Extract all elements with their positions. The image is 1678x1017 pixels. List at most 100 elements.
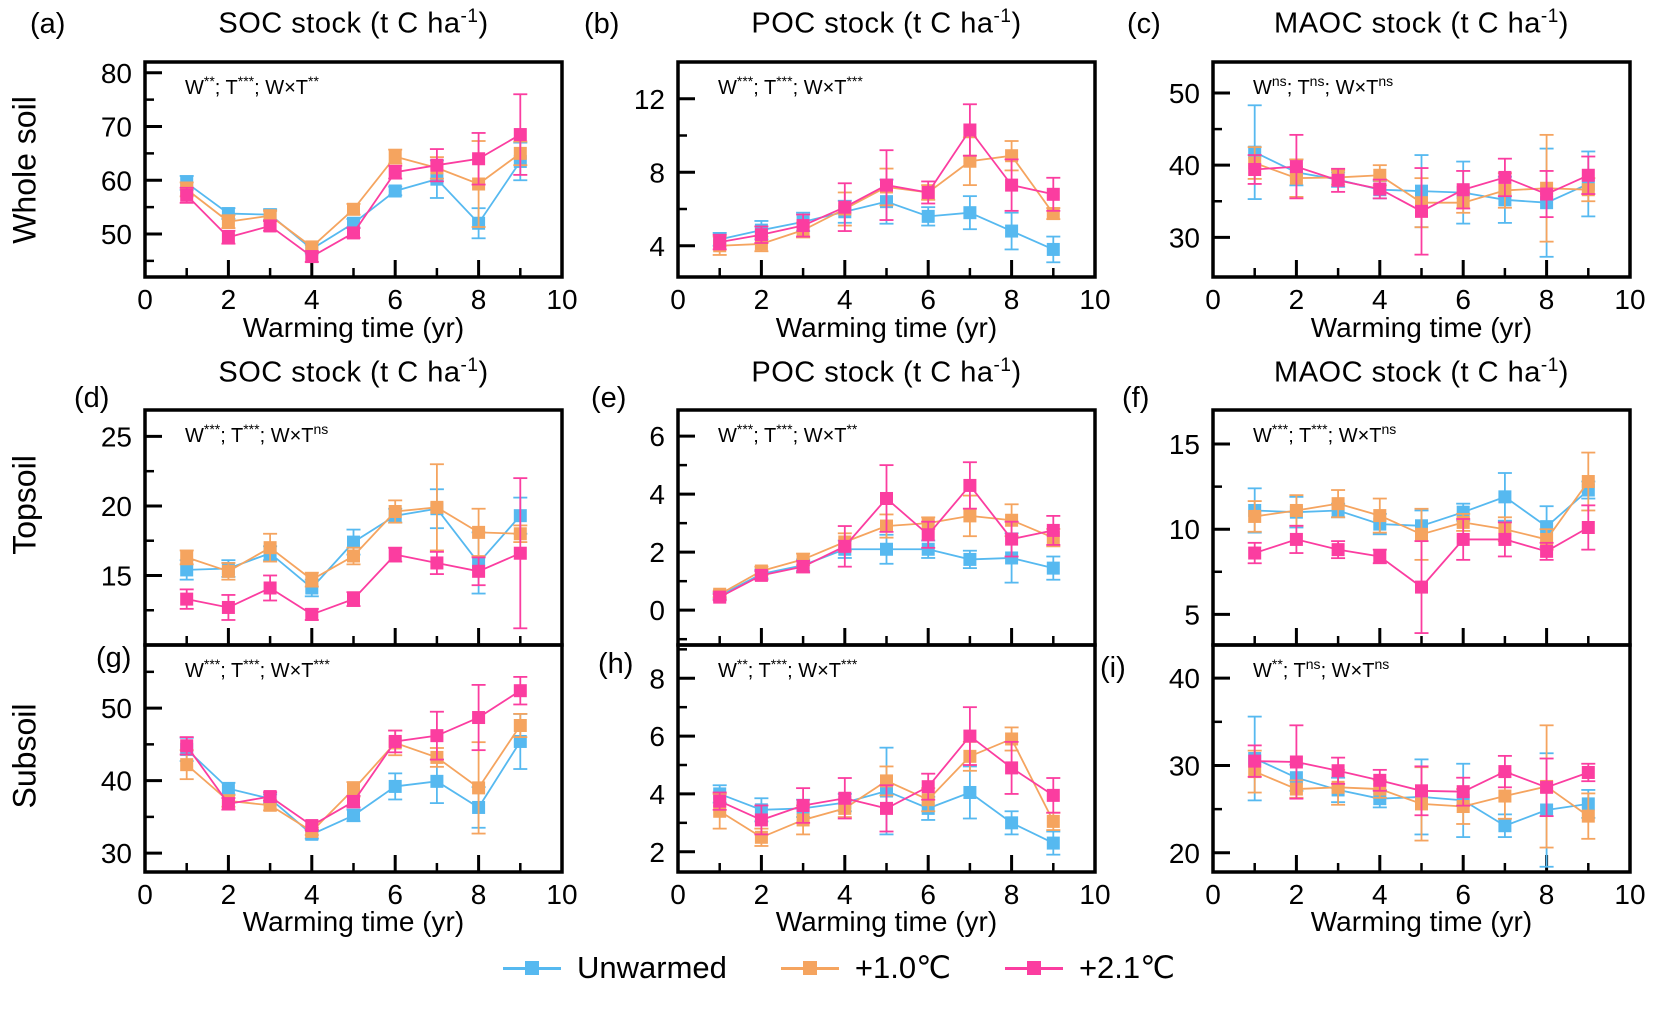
series--2-1-	[712, 103, 1061, 251]
svg-text:4: 4	[837, 284, 853, 315]
svg-text:40: 40	[1169, 150, 1200, 181]
svg-text:2: 2	[1289, 284, 1305, 315]
panel-letter-a: (a)	[30, 8, 66, 40]
svg-text:30: 30	[1169, 222, 1200, 253]
x-axis-label-a: Warming time (yr)	[242, 312, 465, 343]
x-axis-label-i: Warming time (yr)	[1310, 906, 1533, 937]
svg-text:30: 30	[1169, 750, 1200, 781]
title-superscript: -1	[1540, 355, 1559, 376]
svg-text:6: 6	[1455, 879, 1471, 910]
title-superscript: -1	[1540, 6, 1559, 27]
legend-label-plus-2-1: +2.1℃	[1078, 950, 1175, 985]
svg-text:20: 20	[1169, 838, 1200, 869]
title-text-end: )	[1011, 7, 1022, 40]
title-text: POC stock (t C ha	[751, 7, 994, 40]
significance-annotation-i: W**​; Tns​; W×Tns​	[1253, 656, 1389, 682]
panel-letter-i: (i)	[1100, 652, 1126, 684]
series--1-0-	[179, 463, 528, 588]
title-superscript: -1	[460, 355, 479, 376]
svg-text:10: 10	[1079, 879, 1110, 910]
significance-annotation-a: W**​; T***​; W×T**​	[185, 73, 319, 99]
column-title-poc-top: POC stock (t C ha-1)	[678, 6, 1095, 41]
significance-annotation-e: W***​; T***​; W×T**​	[718, 421, 858, 447]
svg-text:20: 20	[101, 491, 132, 522]
square-marker-icon	[802, 961, 817, 975]
svg-text:2: 2	[221, 284, 237, 315]
panel-f-chart: 5 10 15 W***​; T***​; W×Tns​	[1169, 408, 1632, 647]
x-axis-label-b: Warming time (yr)	[775, 312, 998, 343]
panel-letter-d: (d)	[74, 382, 110, 414]
svg-text:0: 0	[649, 595, 665, 626]
svg-text:2: 2	[649, 537, 665, 568]
svg-text:4: 4	[649, 231, 665, 262]
svg-text:60: 60	[101, 165, 132, 196]
svg-text:4: 4	[304, 284, 320, 315]
svg-text:80: 80	[101, 58, 132, 89]
svg-text:8: 8	[1004, 284, 1020, 315]
panel-letter-b: (b)	[584, 8, 620, 40]
x-axis-label-h: Warming time (yr)	[775, 906, 998, 937]
legend-line-marker-plus-2-1	[1004, 961, 1063, 975]
svg-text:6: 6	[387, 879, 403, 910]
series--2-1-	[1247, 133, 1596, 256]
svg-text:8: 8	[1539, 879, 1555, 910]
svg-text:50: 50	[1169, 78, 1200, 109]
title-superscript: -1	[460, 6, 479, 27]
svg-text:8: 8	[471, 284, 487, 315]
title-superscript: -1	[993, 6, 1012, 27]
panel-b-chart: 0 2 4 6 8 10 4 8 12 W***​; T***​; W×T***​	[634, 60, 1111, 315]
svg-text:8: 8	[471, 879, 487, 910]
svg-text:4: 4	[304, 879, 320, 910]
panel-i-chart: 0 2 4 6 8 10 20 30 40 W**​; Tns​; W×Tns​	[1169, 643, 1646, 910]
significance-annotation-d: W***​; T***​; W×Tns​	[185, 421, 328, 447]
series--2-1-	[1247, 504, 1596, 634]
column-title-poc-mid: POC stock (t C ha-1)	[678, 355, 1095, 390]
svg-text:4: 4	[837, 879, 853, 910]
svg-text:12: 12	[634, 84, 665, 115]
panel-g-chart: 0 2 4 6 8 10 30 40 50 W***​; T***​; W×T***​	[101, 643, 578, 910]
svg-text:40: 40	[101, 766, 132, 797]
legend-item-plus-1-0: +1.0℃	[780, 950, 951, 986]
legend-line-marker-unwarmed	[503, 961, 562, 975]
column-title-soc-mid: SOC stock (t C ha-1)	[145, 355, 562, 390]
significance-annotation-b: W***​; T***​; W×T***​	[718, 73, 863, 99]
series--2-1-	[179, 676, 528, 833]
x-axis-label-g: Warming time (yr)	[242, 906, 465, 937]
svg-text:6: 6	[920, 284, 936, 315]
svg-text:8: 8	[649, 663, 665, 694]
panel-c-chart: 0 2 4 6 8 10 30 40 50 Wns​; Tns​; W×Tns​	[1169, 60, 1646, 315]
title-text-end: )	[1558, 7, 1569, 40]
row-label-subsoil: Subsoil	[6, 703, 43, 809]
svg-text:10: 10	[1614, 879, 1645, 910]
title-text: POC stock (t C ha	[751, 356, 994, 389]
svg-text:5: 5	[1184, 599, 1200, 630]
svg-text:2: 2	[754, 284, 770, 315]
series--2-1-	[712, 706, 1061, 836]
svg-text:4: 4	[649, 479, 665, 510]
significance-annotation-h: W**​; T***​; W×T***​	[718, 656, 858, 682]
title-text: SOC stock (t C ha	[218, 7, 461, 40]
svg-text:10: 10	[546, 284, 577, 315]
legend: Unwarmed +1.0℃ +2.1℃	[0, 950, 1678, 986]
series--2-1-	[712, 461, 1061, 604]
panel-letter-c: (c)	[1127, 8, 1161, 40]
series-unwarmed	[179, 712, 528, 841]
svg-text:6: 6	[649, 421, 665, 452]
title-text-end: )	[478, 356, 489, 389]
title-text: MAOC stock (t C ha	[1274, 356, 1541, 389]
square-marker-icon	[525, 961, 540, 975]
significance-annotation-c: Wns​; Tns​; W×Tns​	[1253, 73, 1393, 99]
legend-label-plus-1-0: +1.0℃	[854, 950, 951, 985]
row-label-whole-soil: Whole soil	[6, 96, 43, 244]
legend-item-unwarmed: Unwarmed	[503, 950, 727, 986]
svg-text:0: 0	[670, 879, 686, 910]
title-superscript: -1	[993, 355, 1012, 376]
legend-line-marker-plus-1-0	[780, 961, 839, 975]
panel-letter-h: (h)	[598, 648, 634, 680]
svg-text:4: 4	[1372, 879, 1388, 910]
svg-text:50: 50	[101, 693, 132, 724]
svg-text:4: 4	[1372, 284, 1388, 315]
panel-letter-e: (e)	[591, 382, 627, 414]
